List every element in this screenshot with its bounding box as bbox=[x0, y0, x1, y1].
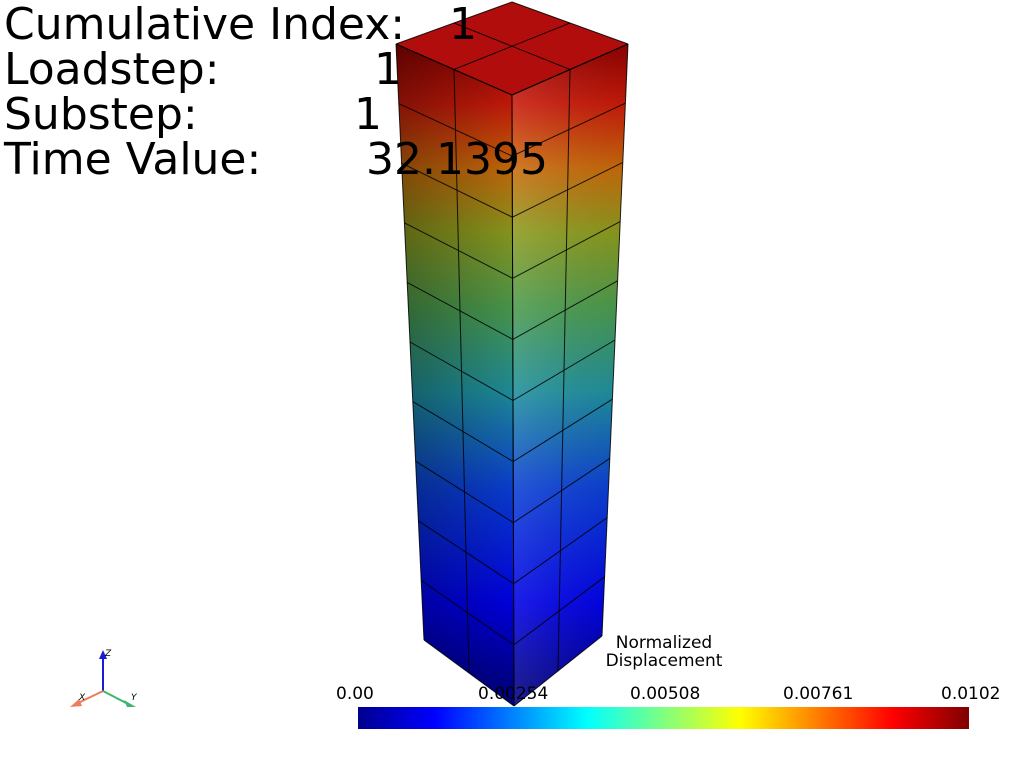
z-axis-label: Z bbox=[104, 649, 112, 659]
y-axis-arrow-icon bbox=[124, 700, 136, 707]
mesh-right-vertical-line bbox=[557, 69, 571, 672]
colorbar bbox=[358, 707, 969, 729]
mesh-right-vertical-line bbox=[511, 94, 515, 707]
y-axis-line bbox=[102, 690, 129, 705]
time-value-value: 32.1395 bbox=[366, 134, 548, 185]
x-axis-label: X bbox=[78, 693, 86, 703]
mesh-column[interactable] bbox=[395, 1, 629, 707]
loadstep-label: Loadstep: bbox=[4, 44, 220, 95]
mesh-left-vertical-line bbox=[453, 69, 470, 674]
substep-value: 1 bbox=[354, 89, 382, 140]
x-axis-arrow-icon bbox=[70, 699, 82, 707]
mesh-top-division bbox=[453, 22, 571, 70]
y-axis-label: Y bbox=[131, 693, 138, 703]
colorbar-title: Normalized Displacement bbox=[592, 634, 736, 670]
z-axis-arrow-icon bbox=[99, 650, 107, 659]
colorbar-title-line1: Normalized bbox=[615, 633, 713, 653]
mesh-right-vertical-line bbox=[601, 43, 629, 637]
cumulative-index-label: Cumulative Index: bbox=[4, 0, 406, 50]
orientation-axes-widget[interactable]: Z X Y bbox=[64, 644, 144, 714]
substep-label: Substep: bbox=[4, 89, 198, 140]
time-value-label: Time Value: bbox=[4, 134, 262, 185]
column-top-face bbox=[396, 2, 628, 95]
colorbar-tick-label: 0.00508 bbox=[630, 684, 701, 704]
colorbar-tick-label: 0.0102 bbox=[941, 684, 1001, 704]
column-right-shade bbox=[512, 44, 628, 706]
colorbar-title-line2: Displacement bbox=[605, 651, 723, 671]
x-axis-line bbox=[75, 690, 104, 705]
mesh-left-vertical-line bbox=[395, 43, 425, 641]
column-left-shade bbox=[396, 44, 514, 706]
colorbar-tick-label: 0.00254 bbox=[478, 684, 549, 704]
mesh-gridlines bbox=[395, 1, 629, 707]
cumulative-index-value: 1 bbox=[449, 0, 477, 50]
colorbar-tick-label: 0.00761 bbox=[783, 684, 854, 704]
loadstep-value: 1 bbox=[374, 44, 402, 95]
colorbar-tick-label: 0.00 bbox=[336, 684, 374, 704]
